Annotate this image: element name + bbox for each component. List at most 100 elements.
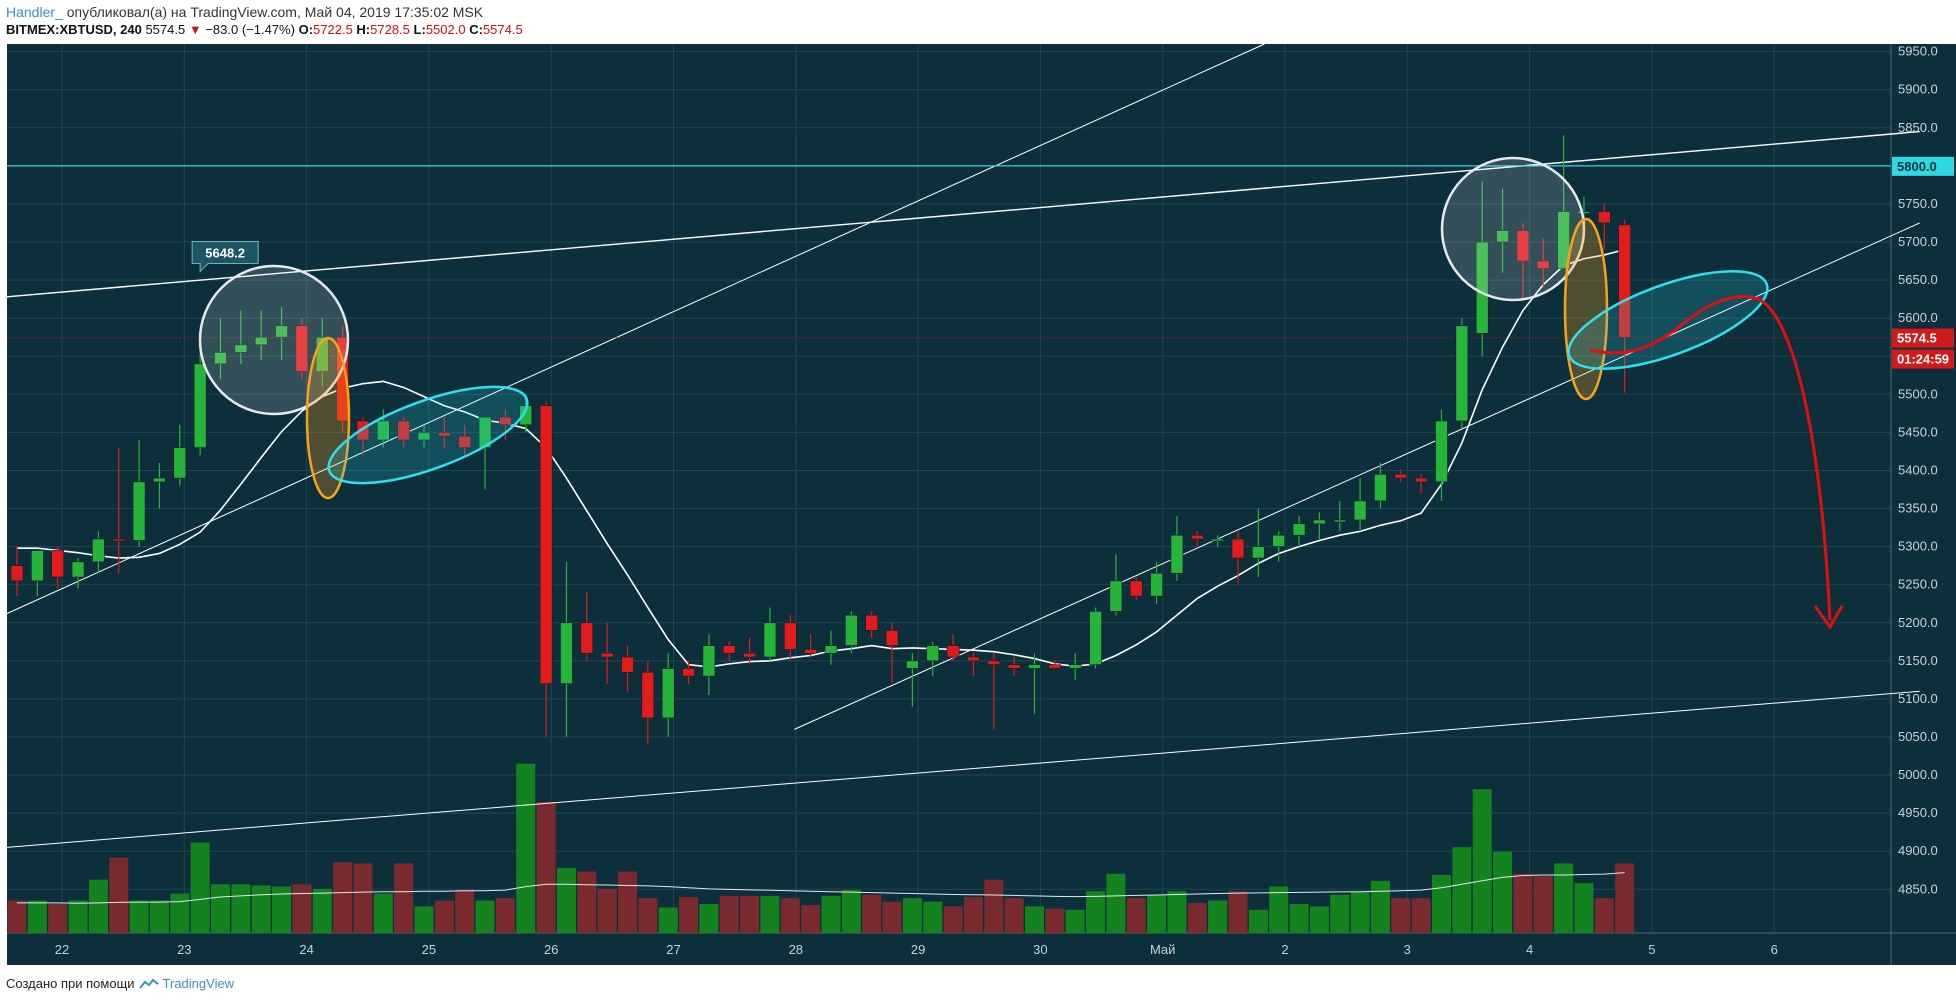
time-axis[interactable] bbox=[7, 933, 1891, 965]
volume-bar bbox=[1289, 904, 1309, 933]
trend-line[interactable] bbox=[6, 43, 1265, 615]
highlight-ellipse-cyan[interactable] bbox=[318, 367, 539, 503]
volume-bar bbox=[882, 901, 902, 933]
trend-lines bbox=[6, 43, 1920, 848]
volume-bar bbox=[353, 863, 373, 933]
candle-body bbox=[10, 565, 24, 582]
candle-body bbox=[417, 432, 431, 441]
candle-body bbox=[702, 645, 716, 677]
volume-bar bbox=[740, 895, 760, 933]
chart-footer: Создано при помощи TradingView bbox=[6, 976, 234, 991]
candle-body bbox=[1598, 211, 1611, 224]
volume-bar bbox=[760, 895, 780, 933]
forecast-path[interactable] bbox=[1589, 295, 1832, 621]
candle-body bbox=[1007, 664, 1021, 669]
time-tick-label: 3 bbox=[1404, 942, 1411, 957]
candle-body bbox=[1048, 664, 1062, 669]
candle-body bbox=[1435, 420, 1448, 483]
price-tick-label: 5050.0 bbox=[1898, 729, 1938, 744]
price-tick-label: 5250.0 bbox=[1898, 577, 1938, 592]
candle-body bbox=[51, 550, 65, 578]
volume-bar bbox=[129, 900, 149, 933]
candle-body bbox=[397, 420, 410, 441]
price-chart[interactable]: 5950.05900.05850.05800.05750.05700.05650… bbox=[0, 42, 1956, 972]
change-arrow-icon: ▼ bbox=[188, 22, 202, 37]
candle-body bbox=[1272, 534, 1285, 547]
highlight-ellipse-orange[interactable] bbox=[1563, 217, 1609, 401]
highlight-circle[interactable] bbox=[1440, 156, 1586, 302]
candle-body bbox=[193, 363, 207, 448]
volume-bar bbox=[292, 884, 312, 933]
candle-body bbox=[438, 432, 451, 437]
candle-body bbox=[1618, 224, 1631, 338]
volume-bar bbox=[658, 907, 678, 933]
candle-body bbox=[743, 652, 756, 658]
time-tick-label: 24 bbox=[299, 942, 313, 957]
candle-body bbox=[804, 649, 817, 654]
time-tick-label: 2 bbox=[1281, 942, 1288, 957]
volume-bar bbox=[1208, 900, 1228, 933]
highlight-ellipse-orange[interactable] bbox=[305, 336, 351, 500]
candles bbox=[10, 135, 1631, 745]
volume-bar bbox=[679, 897, 699, 933]
candle-body bbox=[1129, 580, 1143, 597]
time-tick-label: 6 bbox=[1771, 942, 1778, 957]
plot-area[interactable] bbox=[7, 44, 1891, 933]
candle-body bbox=[1068, 664, 1082, 669]
countdown-badge bbox=[1892, 349, 1954, 369]
trend-line[interactable] bbox=[6, 130, 1920, 298]
time-tick-label: 25 bbox=[422, 942, 436, 957]
high-callout bbox=[191, 240, 259, 273]
price-axis[interactable] bbox=[1891, 44, 1956, 965]
tradingview-link[interactable]: TradingView bbox=[162, 976, 235, 991]
volume-bar bbox=[984, 879, 1004, 933]
price-tick-label: 5950.0 bbox=[1898, 44, 1938, 59]
candle-body bbox=[1394, 473, 1408, 479]
volume-bar bbox=[272, 886, 292, 933]
volume-bar bbox=[211, 884, 230, 933]
publish-line: Handler_ опубликовал(а) на TradingView.c… bbox=[6, 4, 483, 20]
volume-bar bbox=[801, 905, 821, 933]
candle-body bbox=[560, 622, 573, 684]
time-tick-label: 29 bbox=[911, 942, 925, 957]
price-tick-label: 5500.0 bbox=[1898, 386, 1938, 401]
volume-bar bbox=[1004, 898, 1024, 933]
chart-header: Handler_ опубликовал(а) на TradingView.c… bbox=[6, 0, 1946, 44]
last-price-badge bbox=[1892, 328, 1954, 348]
volume-bar bbox=[1228, 891, 1248, 933]
candle-body bbox=[1292, 523, 1306, 536]
time-tick-label: 27 bbox=[666, 942, 680, 957]
trend-line[interactable] bbox=[6, 690, 1920, 848]
candle-body bbox=[112, 538, 126, 542]
candle-body bbox=[783, 622, 797, 650]
volume-bar bbox=[618, 871, 637, 933]
volume-bar bbox=[251, 885, 271, 933]
candle-body bbox=[1475, 241, 1489, 334]
price-badges: 5800.0 5574.5 01:24:59 5648.2 bbox=[191, 156, 1954, 369]
volume-bar bbox=[1025, 906, 1044, 933]
last-price-badge-label: 5574.5 bbox=[1897, 331, 1937, 346]
candle-body bbox=[1496, 230, 1509, 243]
symbol-label[interactable]: BITMEX:XBTUSD, 240 bbox=[6, 22, 142, 37]
trend-line[interactable] bbox=[794, 222, 1920, 730]
volume-bar bbox=[1513, 873, 1533, 933]
volume-bar bbox=[414, 906, 434, 933]
volume-bar bbox=[1533, 876, 1553, 933]
candle-body bbox=[621, 656, 634, 673]
candle-body bbox=[824, 645, 838, 654]
change-value: −83.0 (−1.47%) bbox=[205, 22, 295, 37]
candle-body bbox=[499, 416, 512, 426]
author-link[interactable]: Handler_ bbox=[6, 4, 63, 20]
volume-bar bbox=[1269, 886, 1289, 933]
highlight-ellipse-cyan[interactable] bbox=[1557, 251, 1778, 389]
volume-bar bbox=[780, 898, 800, 933]
candle-body bbox=[275, 325, 288, 338]
volume-bar bbox=[902, 898, 922, 933]
time-tick-label: 5 bbox=[1648, 942, 1655, 957]
volume-bar bbox=[841, 890, 861, 933]
volume-bar bbox=[923, 901, 943, 933]
last-price: 5574.5 bbox=[145, 22, 186, 37]
high-callout-label: 5648.2 bbox=[205, 245, 245, 260]
price-tick-label: 5350.0 bbox=[1898, 501, 1938, 516]
volume-bar bbox=[455, 890, 475, 933]
